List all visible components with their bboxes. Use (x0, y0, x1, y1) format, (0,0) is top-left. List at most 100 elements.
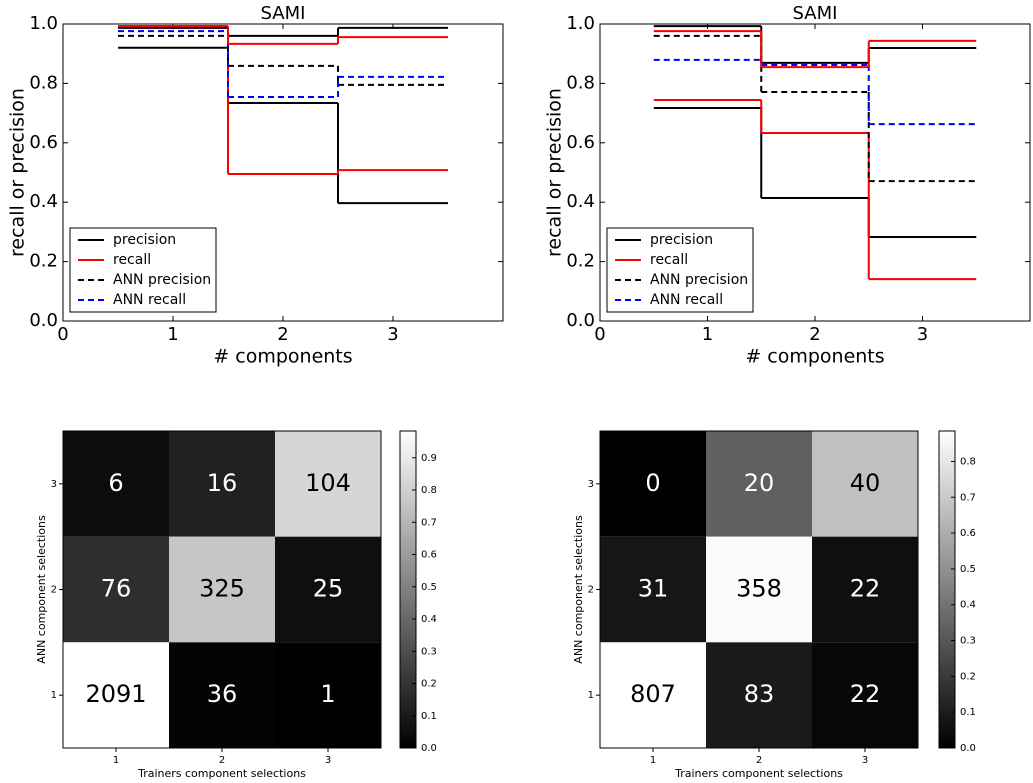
x-tick-label: 2 (756, 755, 762, 766)
cell-value: 16 (207, 469, 238, 497)
chart-title: SAMI (261, 3, 306, 24)
y-tick-label: 1 (51, 690, 57, 701)
legend-label: precision (113, 232, 176, 248)
colorbar-tick-label: 0.6 (421, 550, 437, 561)
cell-value: 2091 (85, 680, 146, 708)
heatmap-cell (169, 642, 275, 748)
legend-label: ANN recall (113, 292, 186, 308)
x-axis-label: # components (745, 346, 884, 368)
cell-value: 20 (744, 469, 775, 497)
y-axis-label: recall or precision (544, 88, 566, 257)
y-tick-label: 2 (588, 585, 594, 596)
y-tick-label: 1.0 (566, 13, 595, 34)
x-tick-label: 2 (809, 324, 820, 345)
y-tick-label: 0.0 (29, 310, 58, 331)
y-axis-label: ANN component selections (572, 515, 585, 664)
cell-value: 76 (101, 575, 132, 603)
cell-value: 25 (313, 575, 344, 603)
y-tick-label: 0.2 (566, 251, 595, 272)
legend-label: ANN precision (650, 272, 748, 288)
plot-frame (599, 23, 1031, 322)
heatmap-cell (169, 536, 275, 643)
x-tick-label: 1 (650, 755, 656, 766)
y-tick-label: 1.0 (29, 13, 58, 34)
legend-label: precision (650, 232, 713, 248)
cell-value: 36 (207, 680, 238, 708)
colorbar-tick-label: 0.8 (421, 485, 437, 496)
x-axis-label: Trainers component selections (674, 767, 843, 780)
colorbar-tick-label: 0.4 (960, 600, 976, 611)
cell-value: 325 (199, 575, 245, 603)
heatmap-cell (600, 642, 706, 748)
x-tick-label: 2 (277, 324, 288, 345)
y-tick-label: 0.8 (29, 72, 58, 93)
x-axis-label: # components (213, 346, 352, 368)
heatmap-cell (706, 431, 812, 537)
colorbar-tick-label: 0.7 (960, 492, 976, 503)
x-tick-label: 1 (167, 324, 178, 345)
chart-title: SAMI (793, 3, 838, 24)
cell-value: 22 (850, 680, 881, 708)
cell-value: 40 (850, 469, 881, 497)
colorbar-tick-label: 0.1 (421, 711, 437, 722)
colorbar (399, 430, 417, 749)
y-tick-label: 1 (588, 690, 594, 701)
y-tick-label: 0.4 (566, 191, 595, 212)
heatmap-cell (275, 642, 381, 748)
heatmap-cell (812, 642, 918, 748)
x-tick-label: 2 (219, 755, 225, 766)
legend-box (69, 227, 217, 313)
y-tick-label: 0.2 (29, 251, 58, 272)
heatmap-cell (275, 431, 381, 537)
colorbar-tick-label: 0.8 (960, 456, 976, 467)
y-tick-label: 0.6 (29, 132, 58, 153)
colorbar-tick-label: 0.9 (421, 453, 437, 464)
colorbar-tick-label: 0.6 (960, 528, 976, 539)
x-tick-label: 3 (387, 324, 398, 345)
x-tick-label: 0 (57, 324, 68, 345)
cell-value: 83 (744, 680, 775, 708)
colorbar-tick-label: 0.0 (960, 743, 976, 754)
colorbar-tick-label: 0.3 (421, 646, 437, 657)
heatmap-cell (63, 642, 169, 748)
x-tick-label: 3 (917, 324, 928, 345)
heatmap-cell (63, 536, 169, 643)
legend-label: ANN precision (113, 272, 211, 288)
x-tick-label: 3 (325, 755, 331, 766)
x-tick-label: 3 (862, 755, 868, 766)
colorbar-tick-label: 0.0 (421, 743, 437, 754)
y-tick-label: 3 (51, 479, 57, 490)
heatmap-cell (600, 431, 706, 537)
heatmap-cell (169, 431, 275, 537)
y-tick-label: 0.4 (29, 191, 58, 212)
y-tick-label: 0.0 (566, 310, 595, 331)
x-tick-label: 1 (702, 324, 713, 345)
cell-value: 22 (850, 575, 881, 603)
colorbar-tick-label: 0.2 (960, 671, 976, 682)
cell-value: 104 (305, 469, 351, 497)
cell-value: 31 (638, 575, 669, 603)
x-axis-label: Trainers component selections (137, 767, 306, 780)
colorbar-tick-label: 0.4 (421, 614, 437, 625)
heatmap-cell (275, 536, 381, 643)
heatmap-cell (706, 536, 812, 643)
legend-label: recall (650, 252, 688, 268)
cell-value: 6 (108, 469, 123, 497)
cell-value: 358 (736, 575, 782, 603)
heatmap-cell (63, 431, 169, 537)
cell-value: 0 (645, 469, 660, 497)
heatmap-cell (812, 536, 918, 643)
cell-value: 1 (320, 680, 335, 708)
colorbar-tick-label: 0.3 (960, 636, 976, 647)
heatmap-cell (600, 536, 706, 643)
cell-value: 807 (630, 680, 676, 708)
colorbar-tick-label: 0.2 (421, 679, 437, 690)
y-axis-label: ANN component selections (35, 515, 48, 664)
colorbar-tick-label: 0.5 (421, 582, 437, 593)
colorbar-tick-label: 0.1 (960, 707, 976, 718)
y-tick-label: 3 (588, 479, 594, 490)
legend-label: ANN recall (650, 292, 723, 308)
colorbar (938, 430, 956, 749)
x-tick-label: 0 (594, 324, 605, 345)
